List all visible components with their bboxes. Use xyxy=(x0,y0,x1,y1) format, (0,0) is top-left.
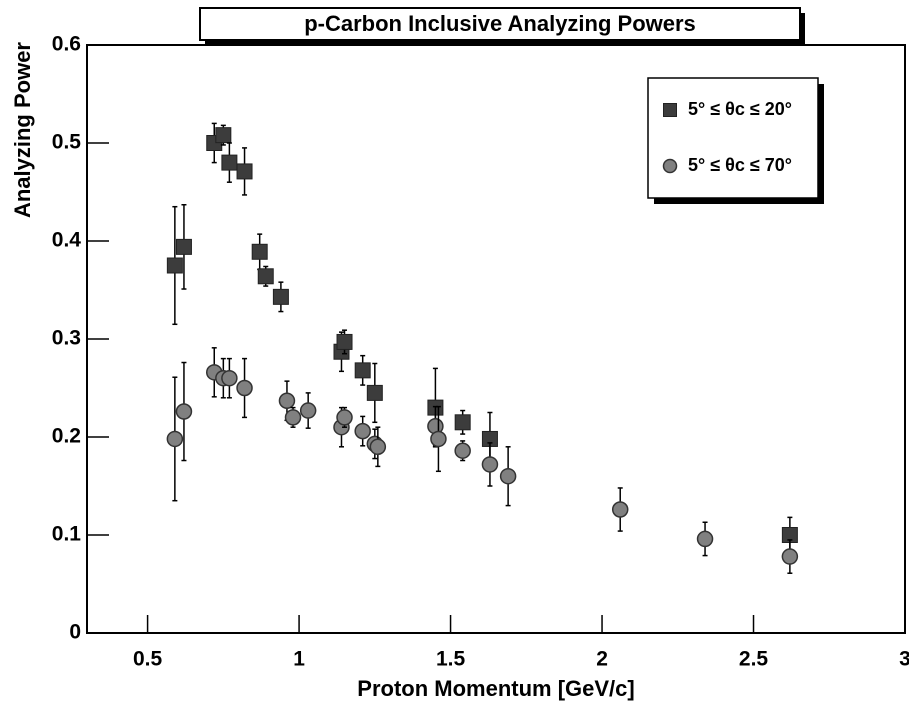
circle-marker xyxy=(696,530,714,548)
square-marker xyxy=(221,154,238,171)
circle-marker xyxy=(221,369,238,387)
square-marker xyxy=(454,414,471,431)
y-tick-label: 0.6 xyxy=(52,33,81,56)
legend-marker xyxy=(662,158,678,174)
circle-marker xyxy=(175,403,193,420)
square-marker xyxy=(366,384,383,401)
legend-label: 5° ≤ θc ≤ 20° xyxy=(688,99,792,119)
y-tick-label: 0.5 xyxy=(52,131,82,154)
circle-marker xyxy=(454,442,471,459)
x-tick-label: 2.5 xyxy=(739,648,769,671)
square-marker xyxy=(272,288,289,305)
circle-marker xyxy=(336,409,353,426)
y-axis-label: Analyzing Power xyxy=(10,42,35,218)
x-tick-label: 1 xyxy=(293,648,305,671)
circle-marker xyxy=(430,430,447,448)
circle-marker xyxy=(611,501,629,518)
square-marker xyxy=(175,238,192,255)
circle-marker xyxy=(369,438,387,456)
circle-marker xyxy=(299,402,317,419)
square-marker xyxy=(236,163,253,180)
y-tick-label: 0.2 xyxy=(52,425,81,448)
circle-marker xyxy=(499,467,517,485)
square-marker xyxy=(354,362,371,379)
square-marker xyxy=(215,127,232,144)
circle-marker xyxy=(354,422,371,440)
legend-label: 5° ≤ θc ≤ 70° xyxy=(688,155,792,175)
y-tick-label: 0.3 xyxy=(52,327,81,350)
chart-title: p-Carbon Inclusive Analyzing Powers xyxy=(304,11,696,36)
circle-marker xyxy=(166,430,184,448)
square-marker xyxy=(251,243,268,260)
x-tick-label: 1.5 xyxy=(436,648,466,671)
circle-marker xyxy=(236,379,253,397)
title-box xyxy=(199,7,801,41)
legend-box xyxy=(647,77,819,199)
legend-marker xyxy=(663,103,677,117)
circle-marker xyxy=(781,548,799,565)
x-axis-label: Proton Momentum [GeV/c] xyxy=(357,676,634,701)
circle-marker xyxy=(284,409,302,426)
square-marker xyxy=(257,268,274,285)
square-marker xyxy=(336,333,353,350)
x-tick-label: 0.5 xyxy=(133,648,163,671)
y-tick-label: 0.1 xyxy=(52,523,82,546)
x-tick-label: 3 xyxy=(899,648,909,671)
circle-marker xyxy=(278,392,296,409)
circle-marker xyxy=(481,456,499,473)
square-marker xyxy=(166,257,183,274)
y-tick-label: 0 xyxy=(69,621,81,644)
x-tick-label: 2 xyxy=(596,648,608,671)
y-tick-label: 0.4 xyxy=(52,229,82,252)
